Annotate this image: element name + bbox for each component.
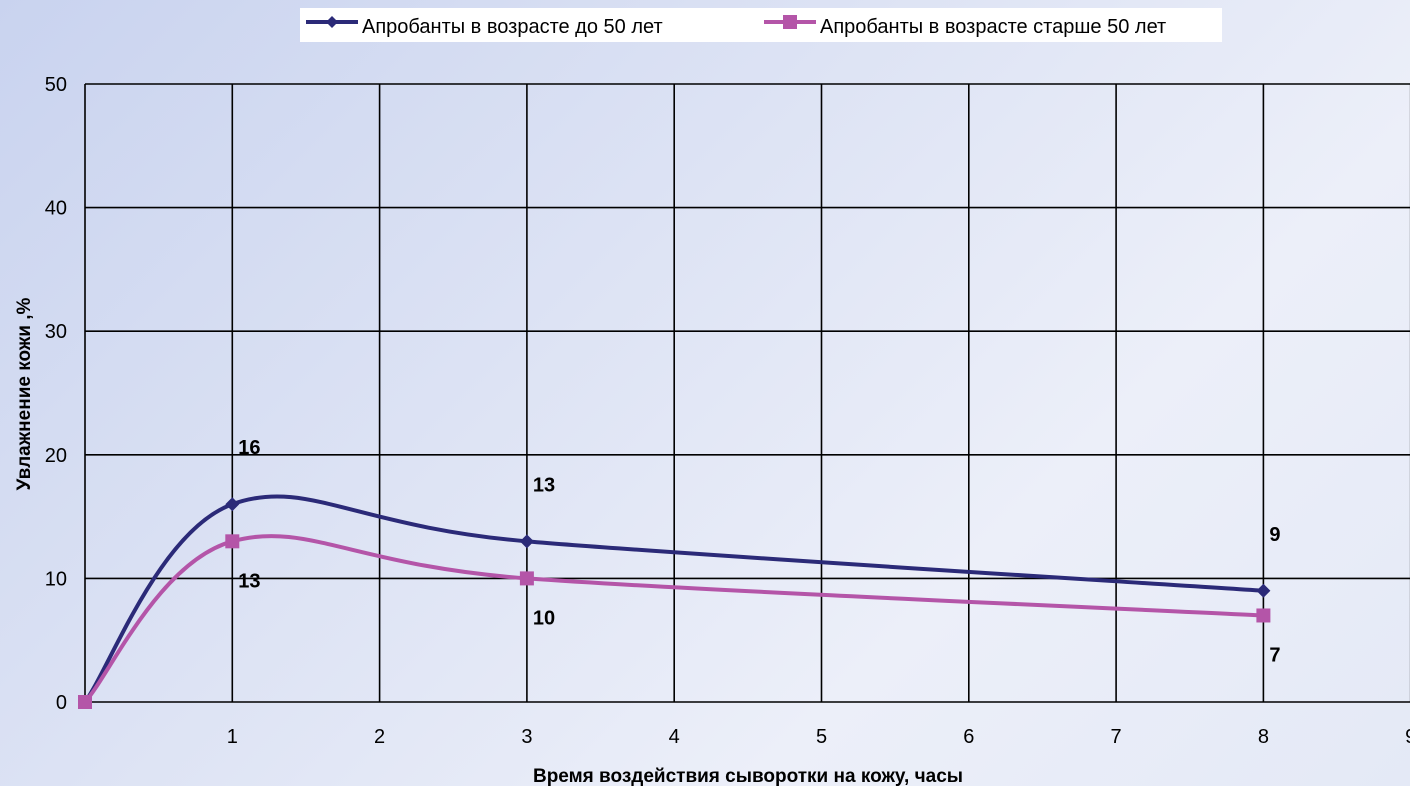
series <box>78 494 1271 709</box>
legend-box <box>300 8 1222 42</box>
x-tick-label: 5 <box>816 726 827 748</box>
data-label: 9 <box>1269 524 1280 546</box>
y-tick-label: 10 <box>45 568 67 590</box>
data-point-diamond <box>519 534 534 549</box>
legend-diamond-marker-icon <box>326 16 338 28</box>
x-tick-label: 7 <box>1111 726 1122 748</box>
data-point-square <box>519 571 534 586</box>
data-label: 7 <box>1269 644 1280 666</box>
x-tick-label: 9 <box>1405 726 1410 748</box>
data-label: 16 <box>238 437 260 459</box>
legend-item-series-1: Апробанты в возрасте до 50 лет <box>306 16 663 38</box>
y-tick-label: 50 <box>45 74 67 96</box>
legend-item-series-2: Апробанты в возрасте старше 50 лет <box>764 15 1166 38</box>
grid <box>84 83 1410 703</box>
y-tick-label: 0 <box>56 692 67 714</box>
series-line-2 <box>83 534 1264 704</box>
x-tick-label: 3 <box>521 726 532 748</box>
data-point-diamond <box>225 497 240 512</box>
data-point-square <box>78 695 92 709</box>
y-axis-title: Увлажнение кожи ,% <box>14 297 35 490</box>
data-point-diamond <box>1256 583 1271 598</box>
legend-square-marker-icon <box>783 15 797 29</box>
x-tick-label: 4 <box>669 726 680 748</box>
legend: Апробанты в возрасте до 50 лет Апробанты… <box>300 8 1222 42</box>
legend-label-series-2: Апробанты в возрасте старше 50 лет <box>820 16 1166 38</box>
data-point-square <box>225 534 240 549</box>
y-tick-label: 20 <box>45 445 67 467</box>
legend-label-series-1: Апробанты в возрасте до 50 лет <box>362 16 663 38</box>
x-tick-label: 1 <box>227 726 238 748</box>
x-axis-title: Время воздействия сыворотки на кожу, час… <box>533 766 963 786</box>
data-labels: 16 13 9 13 10 7 <box>238 437 1280 666</box>
data-label: 13 <box>238 570 260 592</box>
x-tick-label: 8 <box>1258 726 1269 748</box>
y-tick-label: 40 <box>45 198 67 220</box>
series-line-1 <box>83 494 1264 704</box>
data-label: 10 <box>533 607 555 629</box>
tick-labels: 0 10 20 30 40 50 1 2 3 4 5 6 7 8 9 <box>45 74 1410 748</box>
data-label: 13 <box>533 474 555 496</box>
data-point-square <box>1256 608 1271 623</box>
y-tick-label: 30 <box>45 321 67 343</box>
x-tick-label: 2 <box>374 726 385 748</box>
x-tick-label: 6 <box>963 726 974 748</box>
